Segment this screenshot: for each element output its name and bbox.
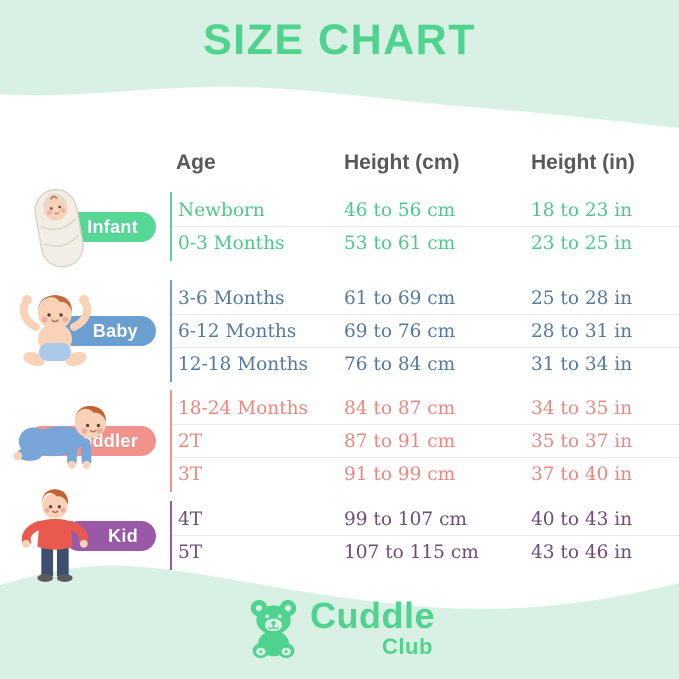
teddy-bear-icon xyxy=(244,598,302,665)
brand-logo: Cuddle Club xyxy=(244,598,435,665)
table-row: 0-3 Months 53 to 61 cm 23 to 25 in xyxy=(172,226,679,259)
section-infant: Infant xyxy=(0,188,679,268)
brand-name-line2: Club xyxy=(382,634,433,659)
table-row: 4T 99 to 107 cm 40 to 43 in xyxy=(172,503,679,535)
age-cell: 5T xyxy=(178,541,203,563)
age-cell: 4T xyxy=(178,508,203,530)
baby-rows: 3-6 Months 61 to 69 cm 25 to 28 in 6-12 … xyxy=(170,280,679,382)
height-cm-cell: 107 to 115 cm xyxy=(344,541,479,563)
height-in-cell: 18 to 23 in xyxy=(531,199,633,221)
standing-boy-icon xyxy=(14,484,96,588)
section-baby: Baby xyxy=(0,280,679,382)
section-toddler: Toddler xyxy=(0,390,679,492)
bottom-wave-band xyxy=(0,555,679,679)
age-cell: Newborn xyxy=(178,199,265,221)
height-in-cell: 37 to 40 in xyxy=(531,463,633,485)
infant-badge-cell: Infant xyxy=(0,188,170,268)
baby-badge-cell: Baby xyxy=(0,280,170,382)
table-row: 3-6 Months 61 to 69 cm 25 to 28 in xyxy=(172,282,679,314)
height-cm-cell: 91 to 99 cm xyxy=(344,463,456,485)
header-height-in: Height (in) xyxy=(531,151,635,174)
top-wave-shape xyxy=(0,0,679,128)
height-cm-cell: 76 to 84 cm xyxy=(344,353,456,375)
brand-name: Cuddle Club xyxy=(310,598,435,658)
sitting-baby-icon xyxy=(10,285,106,377)
page-title: SIZE CHART xyxy=(203,16,476,64)
height-cm-cell: 87 to 91 cm xyxy=(344,430,456,452)
age-cell: 12-18 Months xyxy=(178,353,309,375)
height-in-cell: 43 to 46 in xyxy=(531,541,633,563)
age-cell: 0-3 Months xyxy=(178,232,285,254)
height-in-cell: 34 to 35 in xyxy=(531,397,633,419)
bottom-wave-shape xyxy=(0,565,679,679)
height-cm-cell: 61 to 69 cm xyxy=(344,287,456,309)
crawling-toddler-icon xyxy=(4,397,122,475)
size-table: Age Height (cm) Height (in) Infant xyxy=(0,147,679,582)
infant-rows: Newborn 46 to 56 cm 18 to 23 in 0-3 Mont… xyxy=(170,192,679,261)
table-row: 2T 87 to 91 cm 35 to 37 in xyxy=(172,424,679,457)
table-row: 3T 91 to 99 cm 37 to 40 in xyxy=(172,457,679,490)
swaddled-baby-icon xyxy=(16,182,100,272)
table-row: 12-18 Months 76 to 84 cm 31 to 34 in xyxy=(172,347,679,380)
toddler-rows: 18-24 Months 84 to 87 cm 34 to 35 in 2T … xyxy=(170,390,679,492)
toddler-badge-cell: Toddler xyxy=(0,390,170,492)
height-in-cell: 23 to 25 in xyxy=(531,232,633,254)
age-cell: 3-6 Months xyxy=(178,287,285,309)
table-row: Newborn 46 to 56 cm 18 to 23 in xyxy=(172,194,679,226)
height-in-cell: 25 to 28 in xyxy=(531,287,633,309)
height-cm-cell: 99 to 107 cm xyxy=(344,508,467,530)
age-cell: 6-12 Months xyxy=(178,320,297,342)
header-age: Age xyxy=(176,151,216,174)
height-in-cell: 35 to 37 in xyxy=(531,430,633,452)
height-cm-cell: 53 to 61 cm xyxy=(344,232,456,254)
height-cm-cell: 69 to 76 cm xyxy=(344,320,456,342)
top-wave-band xyxy=(0,0,679,140)
kid-rows: 4T 99 to 107 cm 40 to 43 in 5T 107 to 11… xyxy=(170,501,679,570)
table-row: 6-12 Months 69 to 76 cm 28 to 31 in xyxy=(172,314,679,347)
height-in-cell: 40 to 43 in xyxy=(531,508,633,530)
age-cell: 2T xyxy=(178,430,203,452)
table-header-row: Age Height (cm) Height (in) xyxy=(0,147,679,179)
age-cell: 18-24 Months xyxy=(178,397,309,419)
table-row: 18-24 Months 84 to 87 cm 34 to 35 in xyxy=(172,392,679,424)
section-kid: Kid xyxy=(0,488,679,582)
brand-name-line1: Cuddle xyxy=(310,595,435,636)
height-cm-cell: 46 to 56 cm xyxy=(344,199,456,221)
height-cm-cell: 84 to 87 cm xyxy=(344,397,456,419)
table-row: 5T 107 to 115 cm 43 to 46 in xyxy=(172,535,679,568)
kid-badge-cell: Kid xyxy=(0,488,170,582)
age-cell: 3T xyxy=(178,463,203,485)
height-in-cell: 28 to 31 in xyxy=(531,320,633,342)
header-height-cm: Height (cm) xyxy=(344,151,460,174)
height-in-cell: 31 to 34 in xyxy=(531,353,633,375)
